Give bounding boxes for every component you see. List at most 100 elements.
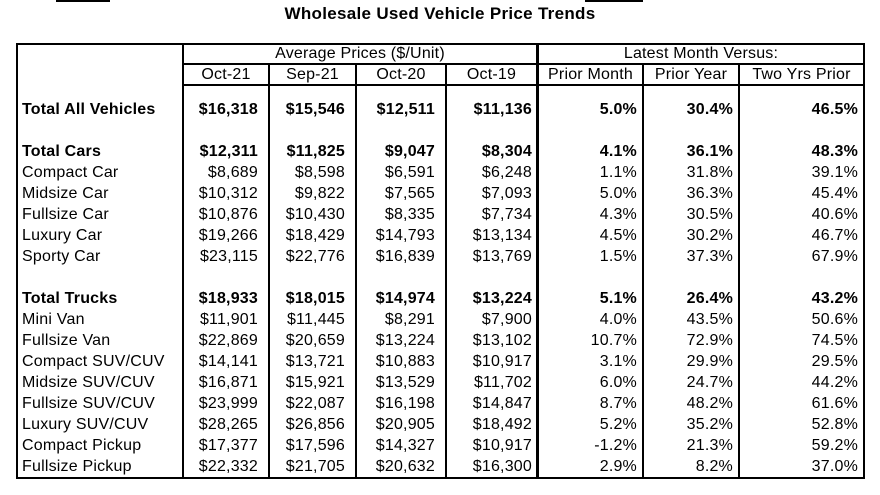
price-cell: $10,430 [270, 204, 357, 225]
percent-cell: 26.4% [644, 288, 740, 309]
spacer-cell [644, 267, 740, 288]
price-cell: $8,598 [270, 162, 357, 183]
percent-cell: 44.2% [811, 373, 858, 391]
price-cell: $22,869 [184, 330, 270, 351]
price-cell: $16,839 [357, 246, 447, 267]
percent-cell: 50.6% [811, 310, 858, 328]
price-cell: $8,291 [357, 309, 447, 330]
page-title: Wholesale Used Vehicle Price Trends [284, 4, 596, 23]
price-cell: $7,565 [357, 183, 447, 204]
percent-cell: 36.3% [644, 183, 740, 204]
price-cell: $22,087 [270, 393, 357, 414]
price-cell: $8,304 [447, 141, 539, 162]
spacer-cell [447, 120, 539, 141]
price-cell: $11,702 [447, 372, 539, 393]
row-label: Fullsize SUV/CUV [18, 393, 184, 414]
spacer-cell [644, 120, 740, 141]
price-cell: $6,591 [357, 162, 447, 183]
label-column-header [18, 45, 184, 99]
spacer-cell [18, 120, 184, 141]
row-label: Total All Vehicles [18, 99, 184, 120]
percent-cell: 8.7% [539, 393, 644, 414]
price-cell: $12,511 [357, 99, 447, 120]
percent-cell: 5.1% [539, 288, 644, 309]
price-cell: $10,917 [447, 435, 539, 456]
percent-cell: 43.2% [811, 289, 858, 307]
percent-cell: 1.1% [539, 162, 644, 183]
price-cell: $21,705 [270, 456, 357, 477]
percent-cell: 48.2% [644, 393, 740, 414]
price-cell: $7,734 [447, 204, 539, 225]
price-cell: $10,883 [357, 351, 447, 372]
price-cell: $17,596 [270, 435, 357, 456]
percent-cell: 31.8% [644, 162, 740, 183]
price-cell: $14,327 [357, 435, 447, 456]
price-cell: $28,265 [184, 414, 270, 435]
price-cell: $20,905 [357, 414, 447, 435]
price-cell: $26,856 [270, 414, 357, 435]
percent-cell: 24.7% [644, 372, 740, 393]
price-cell: $7,093 [447, 183, 539, 204]
spacer-cell [270, 120, 357, 141]
row-label: Sporty Car [18, 246, 184, 267]
row-label: Fullsize Pickup [18, 456, 184, 477]
percent-cell: 4.1% [539, 141, 644, 162]
price-cell: $8,335 [357, 204, 447, 225]
percent-cell: 8.2% [644, 456, 740, 477]
cropped-content-artifact [56, 0, 110, 2]
percent-cell: 61.6% [811, 394, 858, 412]
percent-cell: 67.9% [811, 247, 858, 265]
price-cell: $11,136 [447, 99, 539, 120]
price-cell: $20,659 [270, 330, 357, 351]
percent-cell: 5.0% [539, 183, 644, 204]
percent-cell: 37.0% [811, 457, 858, 475]
percent-cell: 3.1% [539, 351, 644, 372]
price-cell: $14,141 [184, 351, 270, 372]
percent-cell: 72.9% [644, 330, 740, 351]
price-cell: $16,198 [357, 393, 447, 414]
price-cell: $23,999 [184, 393, 270, 414]
percent-cell: -1.2% [539, 435, 644, 456]
percent-cell: 45.4% [811, 184, 858, 202]
percent-cell: 52.8% [811, 415, 858, 433]
percent-cell: 21.3% [644, 435, 740, 456]
row-label: Luxury SUV/CUV [18, 414, 184, 435]
price-cell: $8,689 [184, 162, 270, 183]
percent-cell: 48.3% [811, 142, 858, 160]
percent-cell: 43.5% [644, 309, 740, 330]
percent-cell: 37.3% [644, 246, 740, 267]
spacer-cell [357, 267, 447, 288]
price-cell: $17,377 [184, 435, 270, 456]
row-label: Midsize SUV/CUV [18, 372, 184, 393]
percent-cell: 30.4% [644, 99, 740, 120]
percent-cell: 4.5% [539, 225, 644, 246]
percent-cell: 35.2% [644, 414, 740, 435]
price-cell: $23,115 [184, 246, 270, 267]
spacer-cell [539, 267, 644, 288]
spacer-cell [539, 120, 644, 141]
price-cell: $15,546 [270, 99, 357, 120]
column-header-oct-20: Oct-20 [357, 65, 447, 86]
price-cell: $22,332 [184, 456, 270, 477]
row-label: Fullsize Van [18, 330, 184, 351]
percent-cell: 10.7% [539, 330, 644, 351]
row-label: Compact Pickup [18, 435, 184, 456]
percent-cell: 2.9% [539, 456, 644, 477]
row-label: Compact Car [18, 162, 184, 183]
spacer-cell [447, 267, 539, 288]
spacer-cell [184, 120, 270, 141]
spacer-cell [270, 86, 357, 99]
spacer-cell [740, 267, 863, 288]
spacer-cell [184, 267, 270, 288]
price-cell: $18,015 [270, 288, 357, 309]
price-cell: $13,721 [270, 351, 357, 372]
percent-cell: 5.0% [539, 99, 644, 120]
percent-cell: 30.5% [644, 204, 740, 225]
spacer-cell [184, 86, 270, 99]
spacer-cell [740, 120, 863, 141]
price-cell: $11,901 [184, 309, 270, 330]
section-header-latest-month: Latest Month Versus: [539, 45, 863, 65]
row-label: Luxury Car [18, 225, 184, 246]
price-cell: $13,769 [447, 246, 539, 267]
